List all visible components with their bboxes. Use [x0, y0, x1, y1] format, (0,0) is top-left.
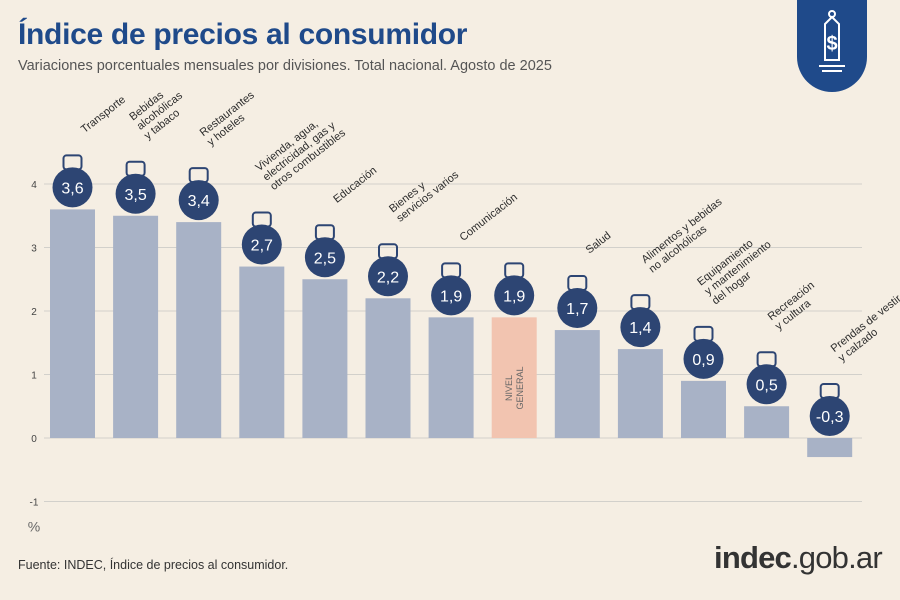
value-bubble [683, 338, 724, 379]
data-label: 1,9 [440, 288, 462, 305]
bar [50, 209, 95, 438]
bar [365, 298, 411, 438]
data-label: 1,4 [629, 320, 651, 337]
value-bubble [304, 237, 345, 278]
svg-text:$: $ [826, 33, 837, 55]
value-bubble [809, 396, 850, 436]
category-label: Vivienda, agua,electricidad, gas yotros … [253, 108, 348, 193]
value-bubble [52, 167, 93, 208]
data-label: -0,3 [816, 409, 844, 426]
category-label: Prendas de vestiry calzado [829, 293, 900, 365]
bar [113, 215, 159, 438]
category-label: Transporte [79, 94, 128, 136]
bar [302, 279, 348, 438]
bar [681, 380, 726, 438]
bar [428, 317, 474, 438]
bar [807, 438, 853, 458]
y-tick-label: 3 [31, 244, 37, 255]
value-bubble [620, 307, 661, 348]
data-label: 0,5 [755, 377, 777, 394]
data-label: 3,4 [188, 193, 210, 210]
value-bubble [431, 275, 472, 316]
source-note: Fuente: INDEC, Índice de precios al cons… [18, 558, 289, 572]
y-axis-unit: % [28, 519, 40, 535]
bar [239, 266, 285, 438]
logo-main-text: indec [714, 540, 792, 575]
y-tick-label: 0 [31, 434, 37, 445]
category-label: Restaurantesy hoteles [198, 89, 265, 148]
category-label: Bebidasalcohólicasy tabaco [127, 80, 192, 142]
bar [554, 330, 600, 438]
bar [491, 317, 537, 438]
y-tick-label: 4 [31, 180, 37, 191]
value-bubble [115, 173, 156, 214]
value-bubble [368, 256, 408, 297]
y-tick-label: -1 [30, 498, 39, 509]
data-label: 0,9 [692, 352, 714, 369]
price-tag-icon: $ [819, 10, 845, 72]
value-bubble [557, 288, 598, 329]
data-label: 2,7 [251, 238, 273, 255]
price-tag-badge: $ [797, 0, 867, 92]
category-label: Comunicación [458, 191, 520, 243]
data-label: 2,5 [314, 250, 336, 267]
bar [617, 349, 663, 438]
category-label: Educación [331, 165, 379, 206]
y-tick-label: 1 [31, 371, 37, 382]
data-label: 3,5 [124, 187, 146, 204]
category-label: Equipamientoy mantenimientodel hogar [695, 229, 781, 307]
value-bubble [746, 364, 787, 405]
value-bubble [494, 275, 535, 316]
value-bubble [178, 180, 219, 221]
bar [744, 406, 790, 438]
category-label: NIVELGENERAL [504, 366, 525, 409]
bar [176, 222, 222, 438]
category-label: Bienes yservicios varios [387, 159, 461, 225]
data-label: 3,6 [61, 180, 83, 197]
data-label: 2,2 [377, 269, 399, 286]
category-label: Recreacióny cultura [766, 279, 825, 332]
data-label: 1,9 [503, 288, 525, 305]
y-tick-label: 2 [31, 307, 37, 318]
logo-suffix-text: .gob.ar [790, 540, 883, 575]
chart-subtitle: Variaciones porcentuales mensuales por d… [18, 58, 552, 74]
value-bubble [241, 224, 282, 265]
category-label: Salud [584, 230, 614, 257]
chart-title: Índice de precios al consumidor [18, 18, 468, 51]
indec-logo[interactable]: indec.gob.ar [714, 540, 883, 576]
data-label: 1,7 [566, 301, 588, 318]
